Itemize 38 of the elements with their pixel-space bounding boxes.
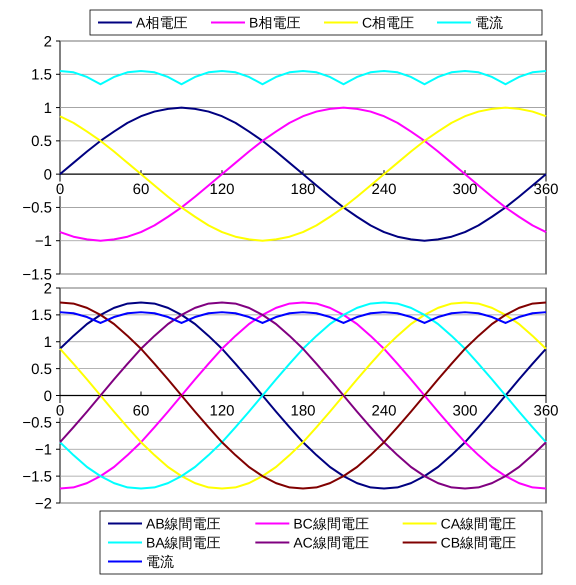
x-tick-label: 120 [209,402,235,420]
legend-label: CB線間電圧 [440,534,516,550]
x-tick-label: 240 [371,181,397,198]
legend-label: AC線間電圧 [293,534,369,550]
legend-label: 電流 [475,14,503,30]
legend-label: B相電圧 [249,14,300,30]
x-tick-label: 60 [132,181,150,198]
y-tick-label: −0.5 [22,200,52,217]
legend-label: AB線間電圧 [146,515,221,532]
legend-label: BA線間電圧 [146,534,221,550]
x-tick-label: 300 [452,181,478,198]
y-tick-label: 1 [44,334,52,351]
y-tick-label: 0.5 [31,360,52,378]
y-tick-label: 1 [44,100,52,117]
y-tick-label: −0.5 [22,414,52,432]
line-series [59,311,547,324]
y-tick-label: 1.5 [31,307,52,324]
y-tick-label: 0 [44,166,52,184]
x-tick-label: 240 [371,402,397,420]
legend-label: CA線間電圧 [440,515,516,532]
x-tick-label: 300 [452,402,478,420]
y-tick-label: −1 [34,442,52,458]
legend-label: BC線間電圧 [293,515,369,532]
y-tick-label: 1.5 [31,66,52,84]
legend-label: A相電圧 [136,14,188,30]
x-tick-label: 60 [132,402,150,420]
x-tick-label: 120 [209,181,235,198]
legend-label: C相電圧 [362,14,414,30]
y-tick-label: −1 [34,232,52,250]
x-tick-label: 180 [290,402,316,420]
y-tick-label: 2 [44,33,52,50]
y-tick-label: −1.5 [22,468,52,486]
line-series [59,70,547,86]
y-tick-label: −2 [34,495,52,512]
y-tick-label: 0.5 [31,133,52,150]
y-tick-label: 0 [44,388,52,405]
x-tick-label: 180 [290,181,316,198]
legend-label: 電流 [146,553,174,570]
